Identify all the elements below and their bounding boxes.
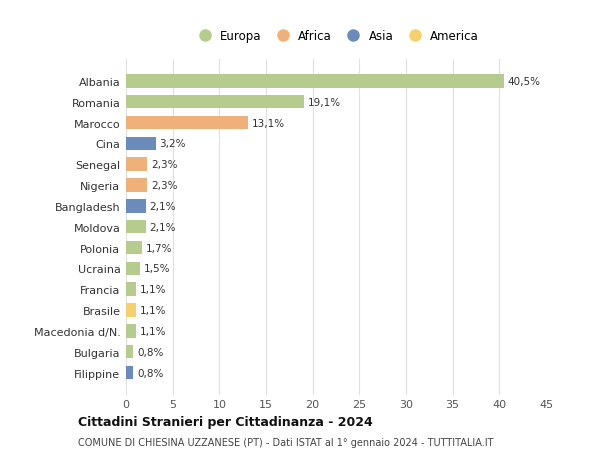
Text: 13,1%: 13,1% bbox=[252, 118, 285, 128]
Text: COMUNE DI CHIESINA UZZANESE (PT) - Dati ISTAT al 1° gennaio 2024 - TUTTITALIA.IT: COMUNE DI CHIESINA UZZANESE (PT) - Dati … bbox=[78, 437, 493, 447]
Bar bbox=[126, 303, 136, 317]
Text: 1,7%: 1,7% bbox=[146, 243, 172, 253]
Bar bbox=[126, 117, 248, 130]
Text: 2,1%: 2,1% bbox=[149, 202, 176, 212]
Bar bbox=[126, 241, 142, 255]
Text: 2,3%: 2,3% bbox=[151, 160, 178, 170]
Bar bbox=[126, 262, 140, 275]
Bar bbox=[126, 95, 304, 109]
Bar bbox=[126, 283, 136, 297]
Text: 0,8%: 0,8% bbox=[137, 368, 164, 378]
Text: 2,3%: 2,3% bbox=[151, 181, 178, 190]
Legend: Europa, Africa, Asia, America: Europa, Africa, Asia, America bbox=[188, 25, 484, 48]
Bar bbox=[126, 220, 146, 234]
Text: 1,1%: 1,1% bbox=[140, 326, 167, 336]
Bar bbox=[126, 179, 148, 192]
Bar bbox=[126, 137, 156, 151]
Text: 2,1%: 2,1% bbox=[149, 222, 176, 232]
Bar bbox=[126, 325, 136, 338]
Text: Cittadini Stranieri per Cittadinanza - 2024: Cittadini Stranieri per Cittadinanza - 2… bbox=[78, 415, 373, 428]
Bar bbox=[126, 158, 148, 172]
Bar bbox=[126, 345, 133, 359]
Text: 3,2%: 3,2% bbox=[160, 139, 186, 149]
Text: 1,1%: 1,1% bbox=[140, 285, 167, 295]
Bar bbox=[126, 75, 504, 89]
Bar bbox=[126, 366, 133, 380]
Bar bbox=[126, 200, 146, 213]
Text: 0,8%: 0,8% bbox=[137, 347, 164, 357]
Text: 40,5%: 40,5% bbox=[508, 77, 541, 87]
Text: 19,1%: 19,1% bbox=[308, 97, 341, 107]
Text: 1,5%: 1,5% bbox=[144, 264, 170, 274]
Text: 1,1%: 1,1% bbox=[140, 305, 167, 315]
